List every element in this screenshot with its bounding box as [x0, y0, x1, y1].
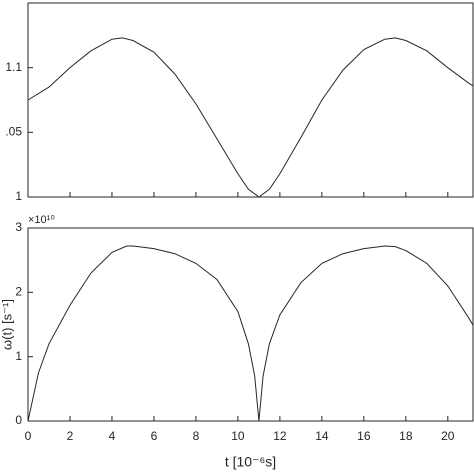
x-tick-label: 10 [231, 429, 245, 443]
x-axis-label: t [10⁻⁶s] [225, 454, 276, 470]
x-tick-label: 8 [193, 429, 200, 443]
y-tick-label: 2 [15, 285, 22, 299]
y-tick-label: 3 [15, 220, 22, 234]
x-tick-label: 0 [25, 429, 32, 443]
y-tick-label: 1.1 [5, 60, 22, 74]
axes-box [27, 2, 474, 198]
x-tick-label: 18 [399, 429, 413, 443]
x-tick-label: 20 [441, 429, 455, 443]
axes-box [27, 227, 474, 422]
y-axis-label: ω(t) [s⁻¹] [0, 299, 14, 350]
x-tick-label: 16 [357, 429, 371, 443]
y-tick-label: 1 [15, 189, 22, 203]
y-tick-label: 0 [15, 413, 22, 427]
x-tick-label: 14 [315, 429, 329, 443]
x-tick-label: 12 [273, 429, 287, 443]
line [27, 245, 474, 422]
y-tick-label: 1 [15, 349, 22, 363]
x-tick-label: 6 [151, 429, 158, 443]
y-tick-label: .05 [5, 125, 22, 139]
y-exponent: ×10¹⁰ [28, 214, 55, 226]
line [27, 37, 474, 198]
x-tick-label: 4 [109, 429, 116, 443]
x-tick-label: 2 [67, 429, 74, 443]
